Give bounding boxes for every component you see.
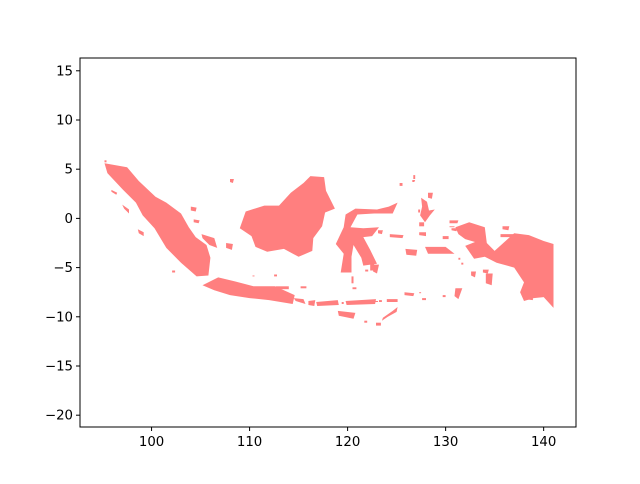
island-sula bbox=[389, 234, 404, 239]
island-sumba bbox=[337, 310, 356, 319]
island-solor bbox=[374, 301, 378, 302]
island-gorong bbox=[458, 257, 461, 260]
island-bacan bbox=[419, 222, 425, 227]
plot-frame bbox=[79, 57, 577, 428]
y-axis: 15 10 5 0 −5 −10 −15 −20 bbox=[45, 64, 80, 424]
island-ombai bbox=[379, 300, 382, 302]
island-bawean bbox=[274, 274, 277, 277]
x-tick-label: 110 bbox=[237, 435, 262, 450]
island-biak bbox=[502, 226, 510, 231]
island-watubela bbox=[461, 262, 464, 265]
island-salawati bbox=[451, 228, 458, 232]
island-flores bbox=[345, 299, 376, 305]
y-tick-label: 0 bbox=[65, 212, 73, 227]
island-muna bbox=[370, 263, 375, 271]
island-belitung bbox=[226, 243, 233, 250]
y-tick-label: 10 bbox=[56, 113, 73, 128]
island-lingga bbox=[193, 219, 200, 224]
island-sumatra bbox=[104, 163, 211, 277]
island-tanimbar bbox=[454, 288, 463, 300]
island-bali bbox=[293, 298, 306, 304]
y-tick-label: −5 bbox=[53, 261, 73, 276]
island-java bbox=[202, 277, 295, 304]
island-sumbawa bbox=[316, 300, 339, 306]
island-kabaena bbox=[365, 269, 369, 272]
island-siberut bbox=[137, 229, 144, 237]
island-nias bbox=[122, 204, 129, 214]
x-tick-label: 140 bbox=[531, 435, 556, 450]
island-buton bbox=[373, 264, 379, 274]
axes-layer bbox=[79, 57, 577, 428]
island-karimunjawa bbox=[252, 275, 255, 277]
island-new-guinea-west bbox=[455, 222, 554, 308]
island-batanta bbox=[449, 226, 455, 228]
y-tick-label: 5 bbox=[65, 163, 73, 178]
island-babar bbox=[442, 295, 446, 298]
island-morotai bbox=[428, 192, 433, 199]
island-leti bbox=[422, 298, 426, 301]
island-wokam bbox=[482, 269, 489, 274]
island-enggano bbox=[172, 270, 176, 273]
x-tick-label: 130 bbox=[433, 435, 458, 450]
island-sulawesi bbox=[335, 202, 398, 273]
island-aru bbox=[485, 273, 493, 286]
island-seram bbox=[425, 246, 455, 254]
island-kangean bbox=[300, 286, 307, 289]
x-tick-label: 120 bbox=[335, 435, 360, 450]
y-tick-label: −20 bbox=[45, 409, 73, 424]
island-timor bbox=[381, 307, 398, 321]
island-talaud bbox=[413, 175, 416, 179]
island-halmahera bbox=[420, 197, 435, 223]
island-wetar bbox=[404, 292, 415, 297]
island-buru bbox=[405, 248, 418, 256]
island-kai bbox=[471, 271, 476, 278]
island-riau bbox=[190, 206, 197, 212]
island-weh bbox=[104, 160, 107, 163]
island-ternate bbox=[418, 209, 421, 213]
x-axis: 100 110 120 130 140 bbox=[139, 427, 556, 450]
island-alor bbox=[386, 299, 398, 302]
island-banggai bbox=[378, 230, 383, 235]
island-obi bbox=[419, 232, 426, 237]
island-sangihe bbox=[399, 183, 403, 186]
island-savu bbox=[364, 320, 368, 323]
island-komodo bbox=[341, 302, 344, 304]
island-simeulue bbox=[111, 189, 118, 195]
island-karakelong bbox=[412, 180, 416, 182]
island-borneo bbox=[239, 176, 335, 257]
island-bangka bbox=[201, 234, 218, 248]
y-tick-label: −15 bbox=[45, 359, 73, 374]
island-waigeo bbox=[449, 220, 459, 224]
island-romang bbox=[419, 292, 422, 294]
island-tanahjampea bbox=[352, 287, 357, 290]
island-rote bbox=[376, 322, 381, 326]
y-tick-label: −10 bbox=[45, 310, 73, 325]
land-layer bbox=[104, 160, 554, 326]
y-tick-label: 15 bbox=[56, 64, 73, 79]
island-lombok bbox=[308, 300, 316, 306]
island-salayar bbox=[351, 276, 354, 284]
x-tick-label: 100 bbox=[139, 435, 164, 450]
island-madura bbox=[276, 286, 289, 290]
island-misool bbox=[442, 236, 449, 240]
island-natuna bbox=[230, 179, 234, 183]
